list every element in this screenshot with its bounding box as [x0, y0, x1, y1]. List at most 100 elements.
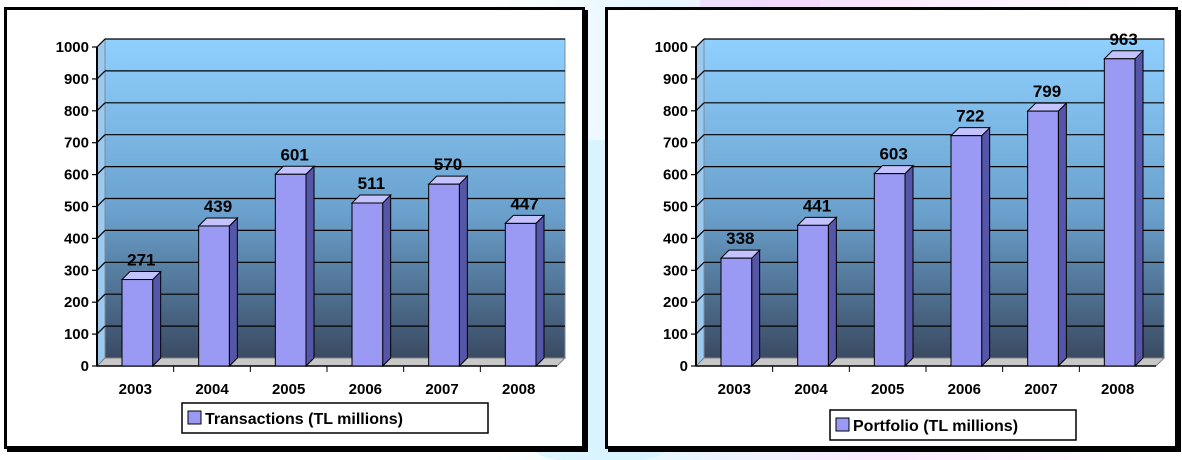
- gridline: [96, 134, 106, 144]
- bar-side: [751, 248, 761, 368]
- legend-box: [829, 409, 1077, 441]
- gridline: [695, 293, 705, 303]
- x-tick-label: 2006: [349, 381, 382, 398]
- gridline: [96, 166, 106, 176]
- transactions-chart: 0 100 200 300 400 500 600 700 800 900 1000 271 2003 4…: [4, 7, 585, 449]
- legend-label: Portfolio (TL millions): [853, 418, 1018, 435]
- bar-side: [981, 126, 991, 368]
- x-tick-label: 2004: [195, 381, 229, 398]
- bar: [274, 173, 307, 367]
- legend: Portfolio (TL millions): [829, 409, 1077, 441]
- legend-box: [181, 402, 489, 434]
- bar: [1103, 58, 1136, 367]
- data-label: 799: [1033, 82, 1061, 101]
- x-tick-label: 2005: [871, 381, 904, 398]
- bar-side: [152, 270, 162, 368]
- y-tick-label: 200: [64, 294, 89, 311]
- y-tick-label: 0: [680, 358, 688, 375]
- legend-label: Transactions (TL millions): [205, 411, 403, 428]
- bar-side: [535, 214, 545, 368]
- gridline: [695, 70, 705, 80]
- portfolio-chart-svg: 0 100 200 300 400 500 600 700 800 900 1000 338 2003 4…: [655, 30, 1166, 441]
- plot-floor: [95, 357, 567, 367]
- legend-swatch: [187, 410, 202, 425]
- y-tick-label: 0: [81, 358, 89, 375]
- data-label: 338: [726, 229, 754, 248]
- portfolio-chart: 0 100 200 300 400 500 600 700 800 900 1000 338 2003 4…: [605, 7, 1178, 449]
- bar-side: [904, 164, 914, 368]
- data-label: 271: [127, 251, 155, 270]
- bar-side: [305, 165, 315, 368]
- data-label: 722: [956, 107, 984, 126]
- bar: [720, 257, 753, 367]
- gridline: [695, 198, 705, 207]
- bar: [504, 222, 537, 367]
- y-tick-label: 300: [64, 262, 89, 279]
- data-label: 603: [879, 145, 907, 164]
- y-tick-label: 700: [64, 135, 89, 152]
- bar-side: [382, 193, 392, 368]
- gridline: [96, 325, 106, 335]
- gridline: [695, 38, 705, 48]
- gridline: [695, 102, 705, 112]
- data-label: 601: [280, 145, 308, 164]
- x-tick-label: 2007: [425, 381, 458, 398]
- gridline: [695, 166, 705, 176]
- bar: [950, 135, 983, 367]
- gridline: [96, 198, 106, 207]
- x-tick-label: 2008: [1101, 381, 1134, 398]
- y-tick-label: 1000: [56, 39, 89, 56]
- gridline: [695, 229, 705, 239]
- gridline: [96, 70, 106, 80]
- data-label: 447: [510, 194, 538, 213]
- y-tick-label: 600: [64, 167, 89, 184]
- gridline: [695, 134, 705, 144]
- x-tick-label: 2003: [718, 381, 751, 398]
- legend-swatch: [835, 417, 850, 432]
- bar-side: [458, 174, 468, 368]
- x-tick-label: 2004: [794, 381, 828, 398]
- y-tick-label: 100: [64, 326, 89, 343]
- data-label: 570: [434, 155, 462, 174]
- y-tick-label: 400: [663, 230, 688, 247]
- y-tick-label: 900: [663, 71, 688, 88]
- bar: [428, 183, 460, 367]
- x-tick-label: 2005: [272, 381, 305, 398]
- data-label: 963: [1109, 30, 1137, 49]
- data-label: 511: [358, 174, 385, 193]
- y-tick-label: 500: [663, 199, 688, 216]
- y-tick-label: 700: [663, 135, 688, 152]
- gridline: [695, 325, 705, 335]
- y-tick-label: 100: [663, 326, 688, 343]
- y-tick-label: 500: [64, 199, 89, 216]
- bar-side: [228, 216, 238, 368]
- bar: [198, 225, 230, 367]
- plot-floor: [694, 357, 1166, 367]
- y-tick-label: 400: [64, 230, 89, 247]
- y-tick-label: 200: [663, 294, 688, 311]
- x-tick-label: 2007: [1024, 381, 1057, 398]
- bar-side: [1134, 49, 1144, 368]
- legend: Transactions (TL millions): [181, 402, 489, 434]
- bar-side: [827, 216, 837, 368]
- y-tick-label: 900: [64, 71, 89, 88]
- bar-side: [1057, 101, 1067, 368]
- y-tick-label: 800: [64, 103, 89, 120]
- gridline: [96, 261, 106, 271]
- y-tick-label: 1000: [655, 39, 688, 56]
- x-tick-label: 2008: [502, 381, 535, 398]
- bar: [1027, 110, 1059, 367]
- bar: [351, 202, 384, 367]
- data-label: 441: [803, 196, 831, 215]
- x-tick-label: 2003: [119, 381, 152, 398]
- x-tick-label: 2006: [948, 381, 981, 398]
- bar: [121, 279, 154, 367]
- y-tick-label: 600: [663, 167, 688, 184]
- y-tick-label: 300: [663, 262, 688, 279]
- gridline: [695, 261, 705, 271]
- y-tick-label: 800: [663, 103, 688, 120]
- bar: [873, 173, 906, 367]
- gridline: [96, 102, 106, 112]
- bar: [797, 224, 829, 367]
- gridline: [96, 38, 106, 48]
